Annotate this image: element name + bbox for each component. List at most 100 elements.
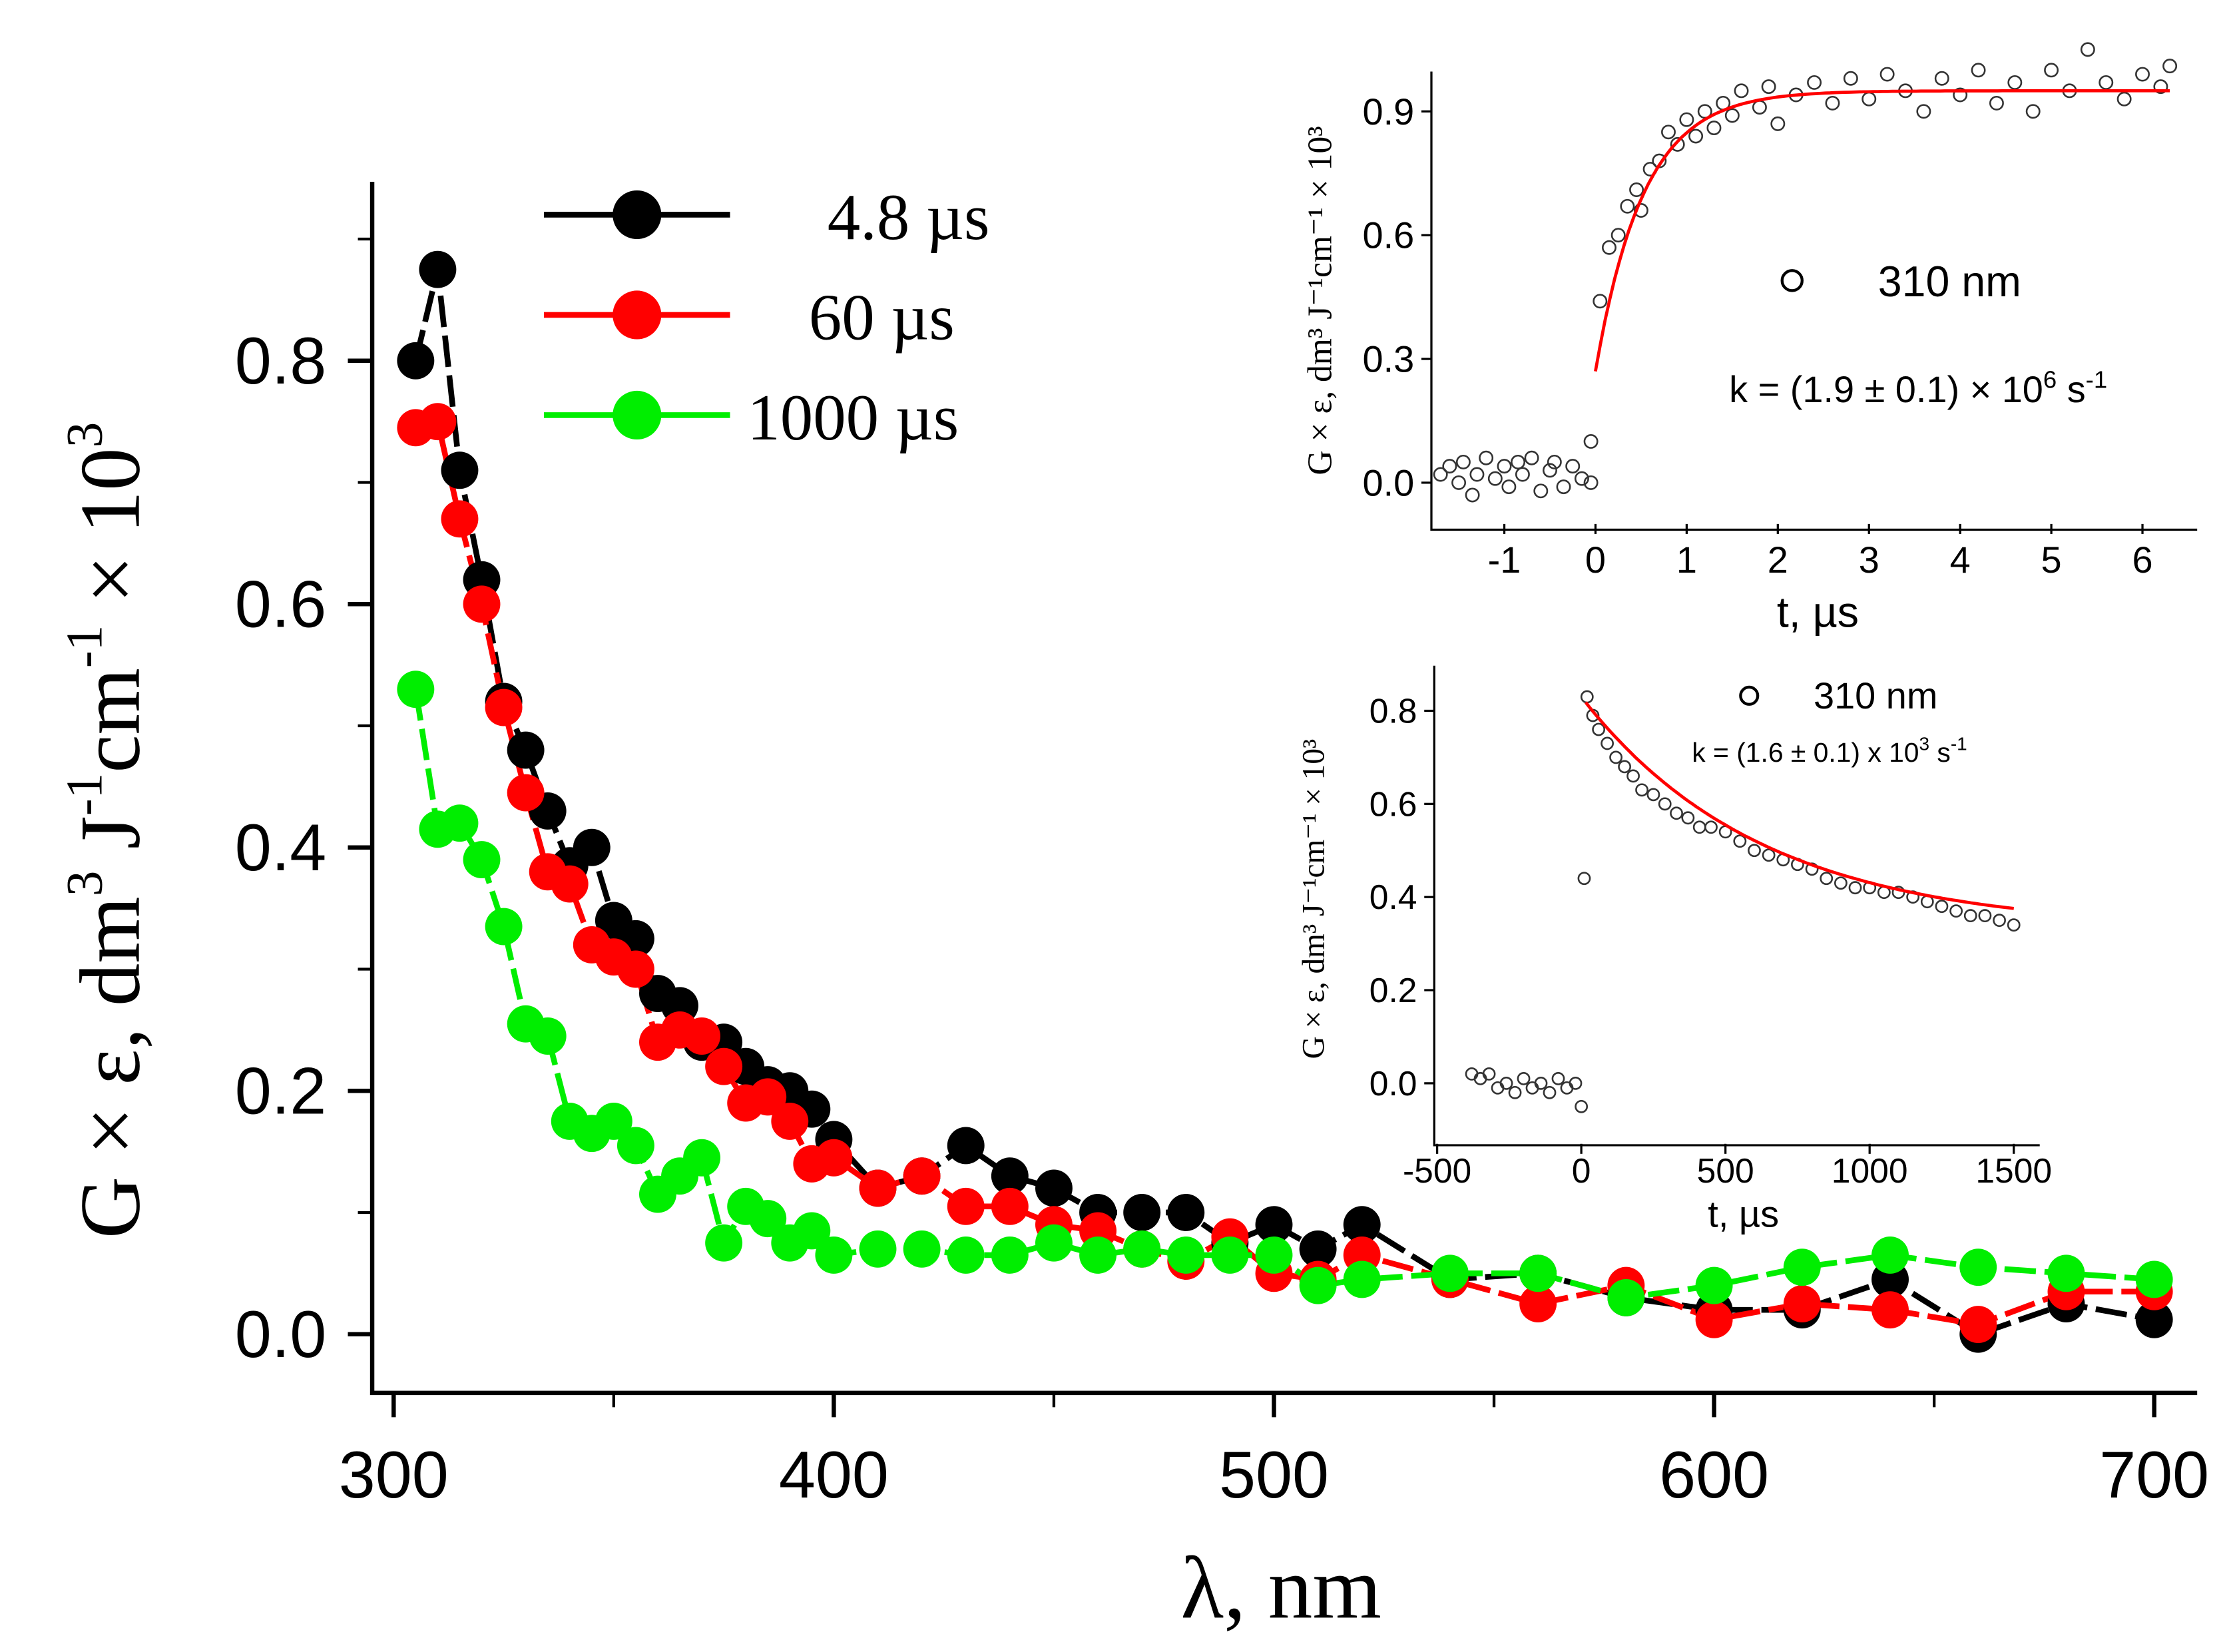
inset1-data-point	[2080, 42, 2095, 57]
inset2-data-point	[1692, 820, 1706, 834]
data-point-series-0	[1343, 1206, 1381, 1244]
inset1-data-point	[2044, 63, 2059, 78]
data-point-series-1	[1783, 1285, 1821, 1322]
inset2-x-tick-label: -500	[1403, 1151, 1471, 1190]
inset2-data-point	[1762, 848, 1776, 862]
data-point-series-1	[947, 1187, 985, 1225]
data-point-series-2	[485, 908, 523, 946]
inset1-data-point	[1469, 467, 1485, 482]
data-point-series-1	[991, 1187, 1029, 1225]
data-point-series-2	[441, 804, 479, 842]
inset2-legend-label: 310 nm	[1814, 675, 1937, 716]
data-point-series-1	[859, 1169, 897, 1207]
inset2-data-point	[1580, 690, 1594, 704]
inset1-data-point	[1843, 71, 1858, 86]
data-point-series-0	[1123, 1194, 1161, 1231]
inset1-x-label: t, µs	[1777, 589, 1859, 637]
legend-label: 1000 µs	[747, 382, 959, 454]
x-tick-label: 600	[1659, 1438, 1769, 1512]
main-axes	[370, 182, 2198, 1396]
x-tick-label: 400	[779, 1438, 889, 1512]
inset2-data-point	[1681, 811, 1695, 825]
inset1-y-tick-label: 0.3	[1362, 338, 1414, 380]
inset1-data-point	[1501, 479, 1517, 495]
data-point-series-0	[2135, 1300, 2173, 1338]
data-point-series-2	[397, 671, 435, 708]
data-point-series-1	[1959, 1306, 1997, 1344]
x-tick-label: 300	[339, 1438, 449, 1512]
inset1-data-point	[1861, 91, 1877, 107]
inset1-data-point	[1515, 467, 1530, 482]
inset1-data-point	[1971, 63, 1986, 78]
inset1-data-point	[1433, 467, 1448, 482]
data-point-series-2	[705, 1224, 743, 1262]
inset1-data-point	[2162, 59, 2178, 74]
data-point-series-0	[1167, 1194, 1205, 1231]
inset1-data-point	[1543, 463, 1557, 478]
data-point-series-1	[1695, 1300, 1733, 1338]
inset2-data-point	[1978, 909, 1992, 923]
inset1-data-point	[1706, 121, 1722, 136]
inset2-data-point	[1601, 736, 1614, 750]
inset1-data-point	[1807, 75, 1822, 90]
inset2-data-point	[1704, 820, 1718, 834]
inset1-x-tick-label: 6	[2132, 539, 2152, 581]
data-point-series-2	[1123, 1230, 1161, 1268]
data-point-series-1	[441, 500, 479, 538]
inset1-data-point	[1679, 112, 1694, 127]
x-axis-label: λ, nm	[1180, 1538, 1381, 1637]
inset2-data-point	[1569, 1076, 1583, 1090]
inset1-data-point	[1583, 433, 1599, 449]
inset1-data-point	[1770, 116, 1786, 131]
legend-marker	[613, 390, 662, 440]
inset1-x-tick-label: 1	[1676, 539, 1697, 581]
data-point-series-0	[441, 451, 479, 489]
inset2-y-tick-label: 0.0	[1369, 1064, 1417, 1103]
inset2-data-point	[1733, 834, 1747, 848]
inset2-data-point	[1646, 788, 1660, 802]
inset1-legend-marker	[1780, 269, 1804, 292]
inset1-data-point	[1593, 294, 1608, 309]
y-tick-label: 0.6	[235, 567, 326, 641]
data-point-series-2	[947, 1236, 985, 1274]
data-point-series-1	[815, 1139, 853, 1177]
inset2-data-point	[1993, 914, 2006, 928]
data-point-series-2	[991, 1236, 1029, 1274]
inset2-data-point	[1626, 769, 1640, 783]
inset2-data-point	[1748, 844, 1761, 858]
inset2-data-point	[1618, 760, 1631, 774]
inset2-data-point	[1658, 797, 1672, 811]
data-point-series-2	[1871, 1236, 1909, 1274]
data-point-series-2	[1079, 1236, 1116, 1274]
data-point-series-2	[793, 1212, 831, 1250]
inset1-data-point	[1724, 108, 1740, 123]
inset1-data-point	[1633, 203, 1648, 218]
inset1-data-point	[1511, 454, 1526, 469]
inset1-y-tick-label: 0.6	[1362, 214, 1414, 256]
inset2-data-point	[2007, 918, 2021, 932]
inset2-data-point	[1635, 783, 1648, 797]
inset1-x-tick-label: -1	[1488, 539, 1521, 581]
data-point-series-2	[1299, 1266, 1337, 1304]
inset2-rate-annotation: k = (1.6 ± 0.1) x 103 s-1	[1692, 734, 1967, 768]
inset1-data-point	[1442, 459, 1457, 474]
data-point-series-2	[683, 1139, 721, 1177]
data-point-series-1	[507, 774, 545, 812]
data-point-series-2	[1783, 1248, 1821, 1286]
legend-item-4.8us: 4.8 µs	[544, 181, 989, 254]
data-point-series-2	[815, 1236, 853, 1274]
x-tick-label: 700	[2099, 1438, 2209, 1512]
inset2-data-point	[1609, 750, 1622, 764]
legend-marker	[613, 290, 662, 340]
inset1-data-point	[1451, 475, 1467, 490]
data-point-series-2	[1959, 1248, 1997, 1286]
inset2-y-tick-label: 0.8	[1369, 692, 1417, 730]
inset1-data-point	[2153, 79, 2168, 95]
inset2-x-tick-label: 1500	[1975, 1151, 2052, 1190]
inset1-x-tick-label: 2	[1768, 539, 1788, 581]
inset1-data-point	[1465, 487, 1480, 503]
legend-label: 4.8 µs	[828, 181, 990, 254]
inset2-y-tick-label: 0.2	[1369, 971, 1417, 1009]
inset1-data-point	[1620, 198, 1635, 214]
